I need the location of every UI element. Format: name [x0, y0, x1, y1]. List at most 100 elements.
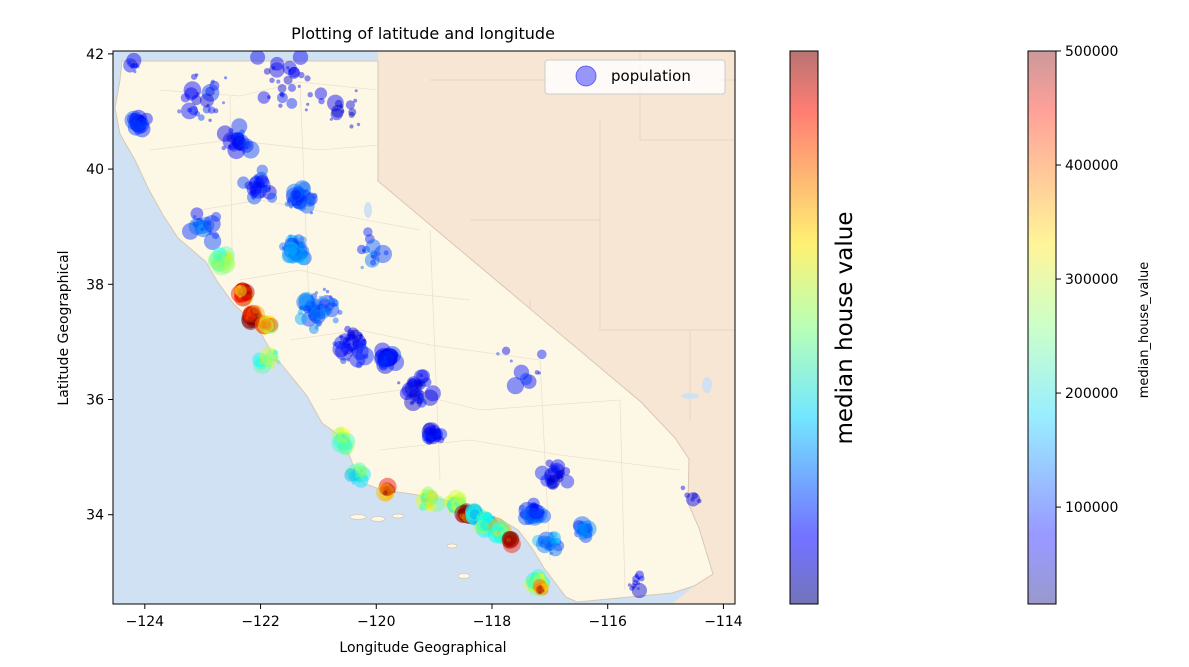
data-point [245, 286, 251, 292]
data-point [464, 511, 468, 515]
data-point [419, 373, 424, 378]
data-point [304, 192, 318, 206]
data-point [381, 486, 385, 491]
data-point [502, 531, 513, 543]
data-point [496, 524, 500, 528]
data-point [536, 508, 552, 524]
data-point [485, 522, 490, 526]
data-point [491, 522, 511, 542]
data-point [525, 508, 539, 522]
data-point [470, 508, 483, 522]
data-point [534, 507, 543, 516]
data-point [267, 320, 271, 324]
data-point [383, 486, 390, 493]
data-point [223, 263, 227, 267]
data-point [221, 252, 231, 262]
data-point [538, 591, 542, 594]
data-point [314, 311, 321, 318]
data-point [499, 532, 505, 538]
data-point [475, 519, 490, 535]
data-point [588, 522, 592, 526]
data-point [420, 495, 430, 504]
data-point [255, 174, 269, 189]
data-point [309, 211, 313, 215]
data-point [234, 283, 253, 302]
data-point [422, 486, 434, 498]
data-point [335, 431, 345, 441]
data-point [337, 427, 351, 441]
data-point [536, 573, 541, 578]
data-point [286, 66, 290, 70]
data-point [467, 510, 481, 524]
data-point [483, 522, 488, 526]
data-point [236, 290, 240, 294]
data-point [541, 578, 547, 583]
data-point [510, 539, 514, 543]
data-point [298, 193, 302, 196]
data-point [501, 531, 519, 549]
data-point [498, 531, 510, 542]
data-point [351, 466, 368, 483]
data-point [310, 197, 315, 202]
data-point [265, 187, 271, 193]
data-point [538, 585, 545, 592]
data-point [383, 487, 390, 493]
data-point [288, 252, 292, 256]
data-point [291, 244, 300, 253]
data-point [360, 265, 364, 270]
data-point [303, 304, 308, 309]
data-point [217, 255, 236, 274]
data-point [473, 508, 478, 512]
data-point [355, 477, 362, 483]
data-point [587, 526, 592, 532]
data-point [447, 496, 464, 513]
data-point [196, 92, 200, 96]
y-tick-label: 42 [86, 47, 104, 63]
data-point [480, 518, 485, 523]
data-point [469, 509, 479, 518]
data-point [305, 298, 321, 314]
data-point [486, 523, 490, 528]
data-point [555, 474, 564, 483]
data-point [210, 253, 226, 270]
data-point [391, 351, 399, 358]
data-point [301, 246, 308, 253]
data-point [498, 523, 510, 536]
data-point [549, 544, 553, 549]
data-point [196, 217, 204, 225]
data-point [345, 100, 355, 110]
data-point [531, 510, 542, 522]
x-tick-label: −120 [357, 614, 395, 630]
data-point [534, 576, 544, 586]
data-point [527, 497, 540, 510]
data-point [218, 255, 227, 264]
data-point [547, 531, 561, 545]
data-point [262, 185, 277, 200]
data-point [420, 493, 429, 501]
data-point [234, 288, 252, 307]
data-point [286, 237, 300, 251]
data-point [379, 355, 392, 367]
colorbar-2-gradient [1027, 50, 1057, 605]
data-point [376, 251, 381, 256]
data-point [470, 510, 480, 520]
data-point [135, 114, 145, 124]
data-point [351, 481, 355, 485]
data-point [550, 464, 561, 474]
data-point [226, 134, 235, 143]
data-point [213, 108, 219, 114]
data-point [448, 505, 453, 510]
data-point [263, 318, 279, 334]
data-point [385, 492, 393, 499]
data-point [247, 314, 252, 319]
data-point [346, 463, 365, 482]
data-point [537, 579, 545, 587]
data-point [306, 102, 310, 106]
data-point [244, 288, 251, 295]
data-point [480, 517, 487, 524]
data-point [474, 513, 481, 520]
data-point [469, 512, 473, 516]
data-point [216, 266, 220, 271]
data-point [388, 356, 398, 366]
data-point [352, 334, 366, 349]
